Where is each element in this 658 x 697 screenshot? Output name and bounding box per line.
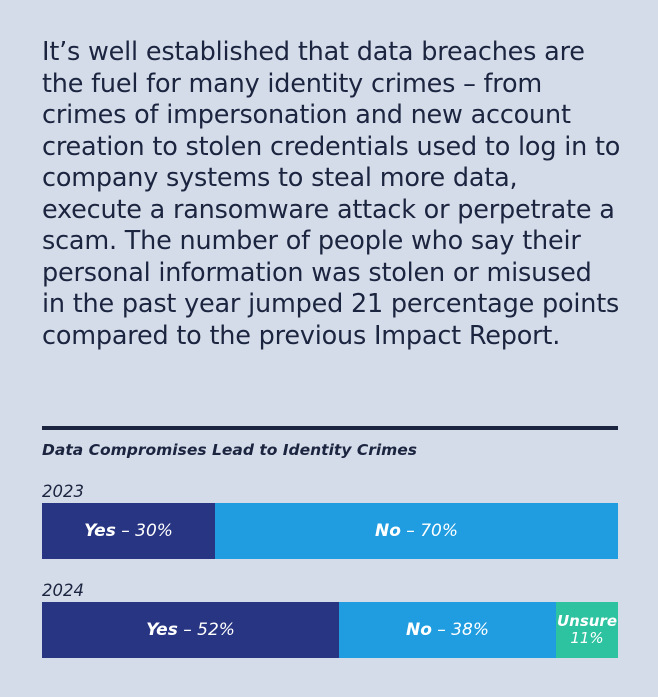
bar-2024: Yes – 52% No – 38% Unsure 11%: [42, 602, 618, 658]
year-label-2023: 2023: [42, 482, 84, 501]
segment-value: 11%: [570, 629, 604, 647]
divider-rule: [42, 426, 618, 430]
bar-segment-yes-2024: Yes – 52%: [42, 602, 339, 658]
segment-label: Unsure: [556, 612, 618, 630]
segment-value: – 38%: [431, 619, 489, 640]
bar-segment-no-2024: No – 38%: [339, 602, 556, 658]
bar-segment-yes-2023: Yes – 30%: [42, 503, 215, 559]
segment-label: No: [405, 619, 432, 640]
segment-value: – 52%: [177, 619, 235, 640]
segment-label: No: [374, 520, 401, 541]
bar-segment-no-2023: No – 70%: [215, 503, 618, 559]
segment-label: Yes: [146, 619, 178, 640]
chart-title: Data Compromises Lead to Identity Crimes: [42, 441, 418, 459]
segment-value: – 30%: [115, 520, 173, 541]
segment-value: – 70%: [400, 520, 458, 541]
bar-2023: Yes – 30% No – 70%: [42, 503, 618, 559]
bar-segment-unsure-2024: Unsure 11%: [556, 602, 618, 658]
year-label-2024: 2024: [42, 581, 84, 600]
intro-paragraph: It’s well established that data breaches…: [42, 37, 621, 351]
segment-label: Yes: [84, 520, 116, 541]
